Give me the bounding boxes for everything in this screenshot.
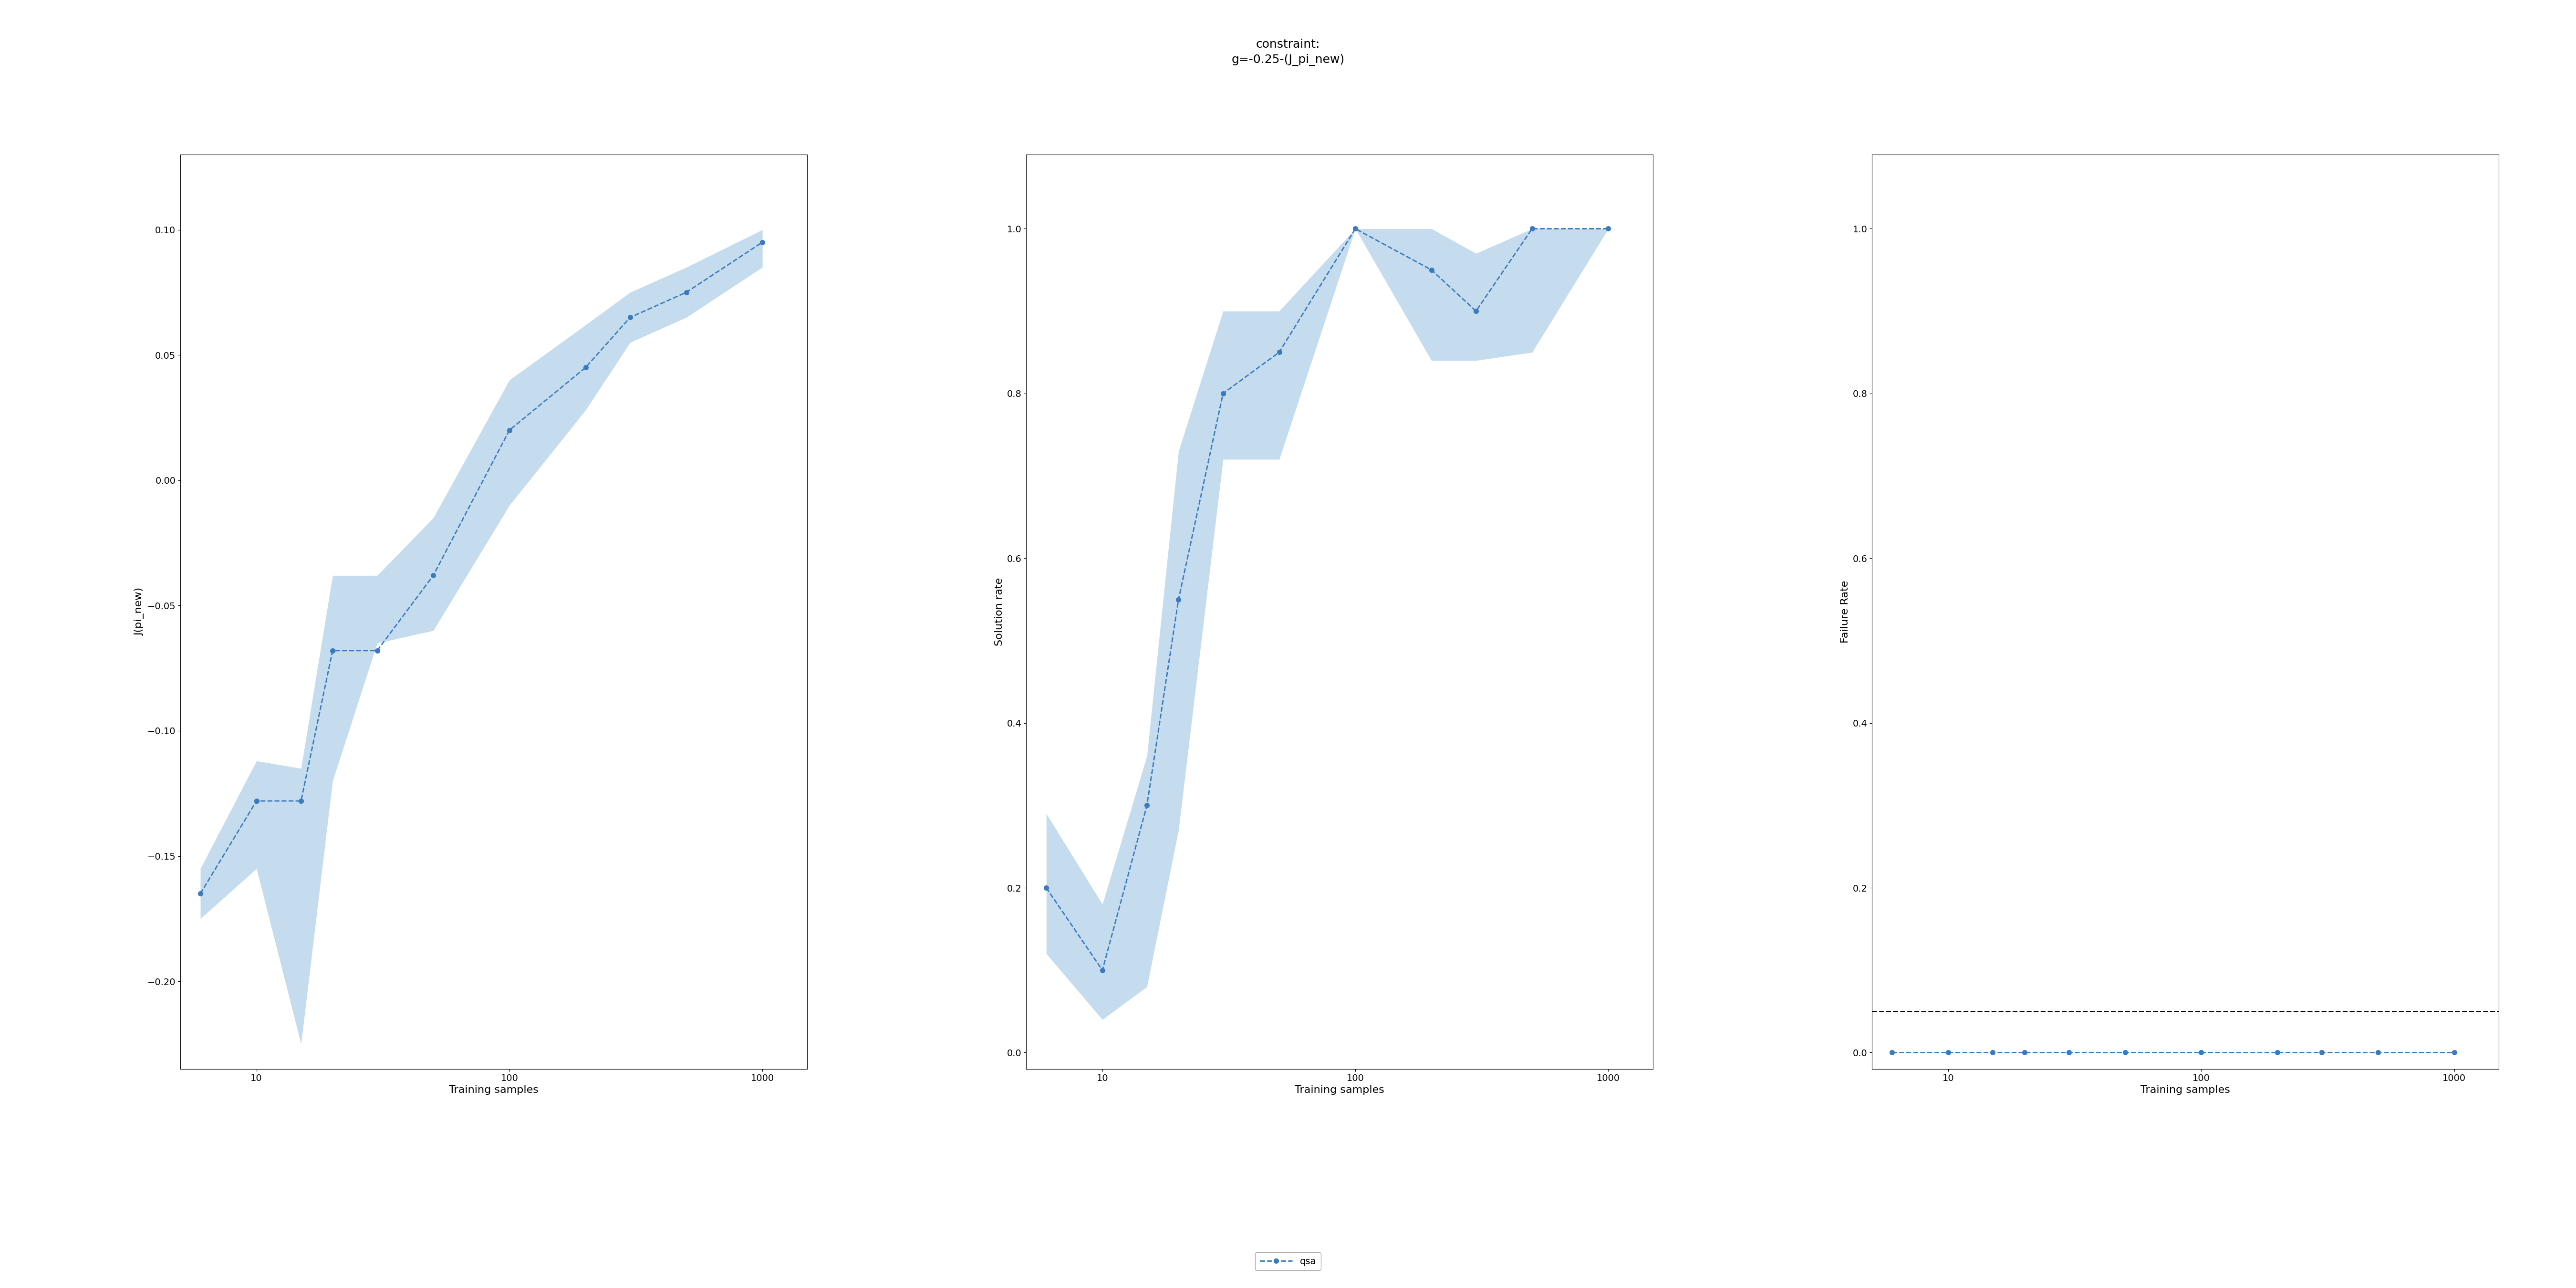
qsa [1592,222,1623,237]
Text: constraint:
g=-0.25-(J_pi_new): constraint: g=-0.25-(J_pi_new) [1231,39,1345,66]
qsa [1340,222,1370,237]
X-axis label: Training samples: Training samples [2141,1086,2231,1095]
qsa [2009,1045,2040,1060]
qsa [1417,263,1448,278]
qsa [1978,1045,2009,1060]
qsa [495,422,526,438]
qsa [2362,1045,2393,1060]
X-axis label: Training samples: Training samples [448,1086,538,1095]
qsa [2306,1045,2336,1060]
qsa [670,285,701,300]
qsa [2262,1045,2293,1060]
qsa [1131,797,1162,813]
qsa [317,643,348,658]
qsa [747,234,778,250]
qsa [1087,962,1118,978]
qsa [242,793,273,809]
Y-axis label: Failure Rate: Failure Rate [1842,581,1850,643]
qsa [616,309,647,325]
qsa [2187,1045,2218,1060]
qsa [1162,591,1193,607]
qsa [361,643,392,658]
qsa [286,793,317,809]
qsa [1878,1045,1909,1060]
qsa [1208,385,1239,401]
X-axis label: Training samples: Training samples [1296,1086,1383,1095]
qsa [2439,1045,2470,1060]
Line: qsa: qsa [1043,227,1610,972]
qsa [185,886,216,902]
Y-axis label: Solution rate: Solution rate [994,577,1005,647]
qsa [1461,304,1492,319]
qsa [1030,880,1061,895]
qsa [1932,1045,1963,1060]
qsa [2053,1045,2084,1060]
Line: qsa: qsa [198,240,765,896]
qsa [569,359,600,375]
qsa [1265,345,1296,361]
qsa [417,568,448,583]
Y-axis label: J(pi_new): J(pi_new) [134,587,144,636]
qsa [1517,222,1548,237]
Line: qsa: qsa [1891,1050,2458,1055]
qsa [2110,1045,2141,1060]
Legend: qsa: qsa [1255,1252,1321,1270]
